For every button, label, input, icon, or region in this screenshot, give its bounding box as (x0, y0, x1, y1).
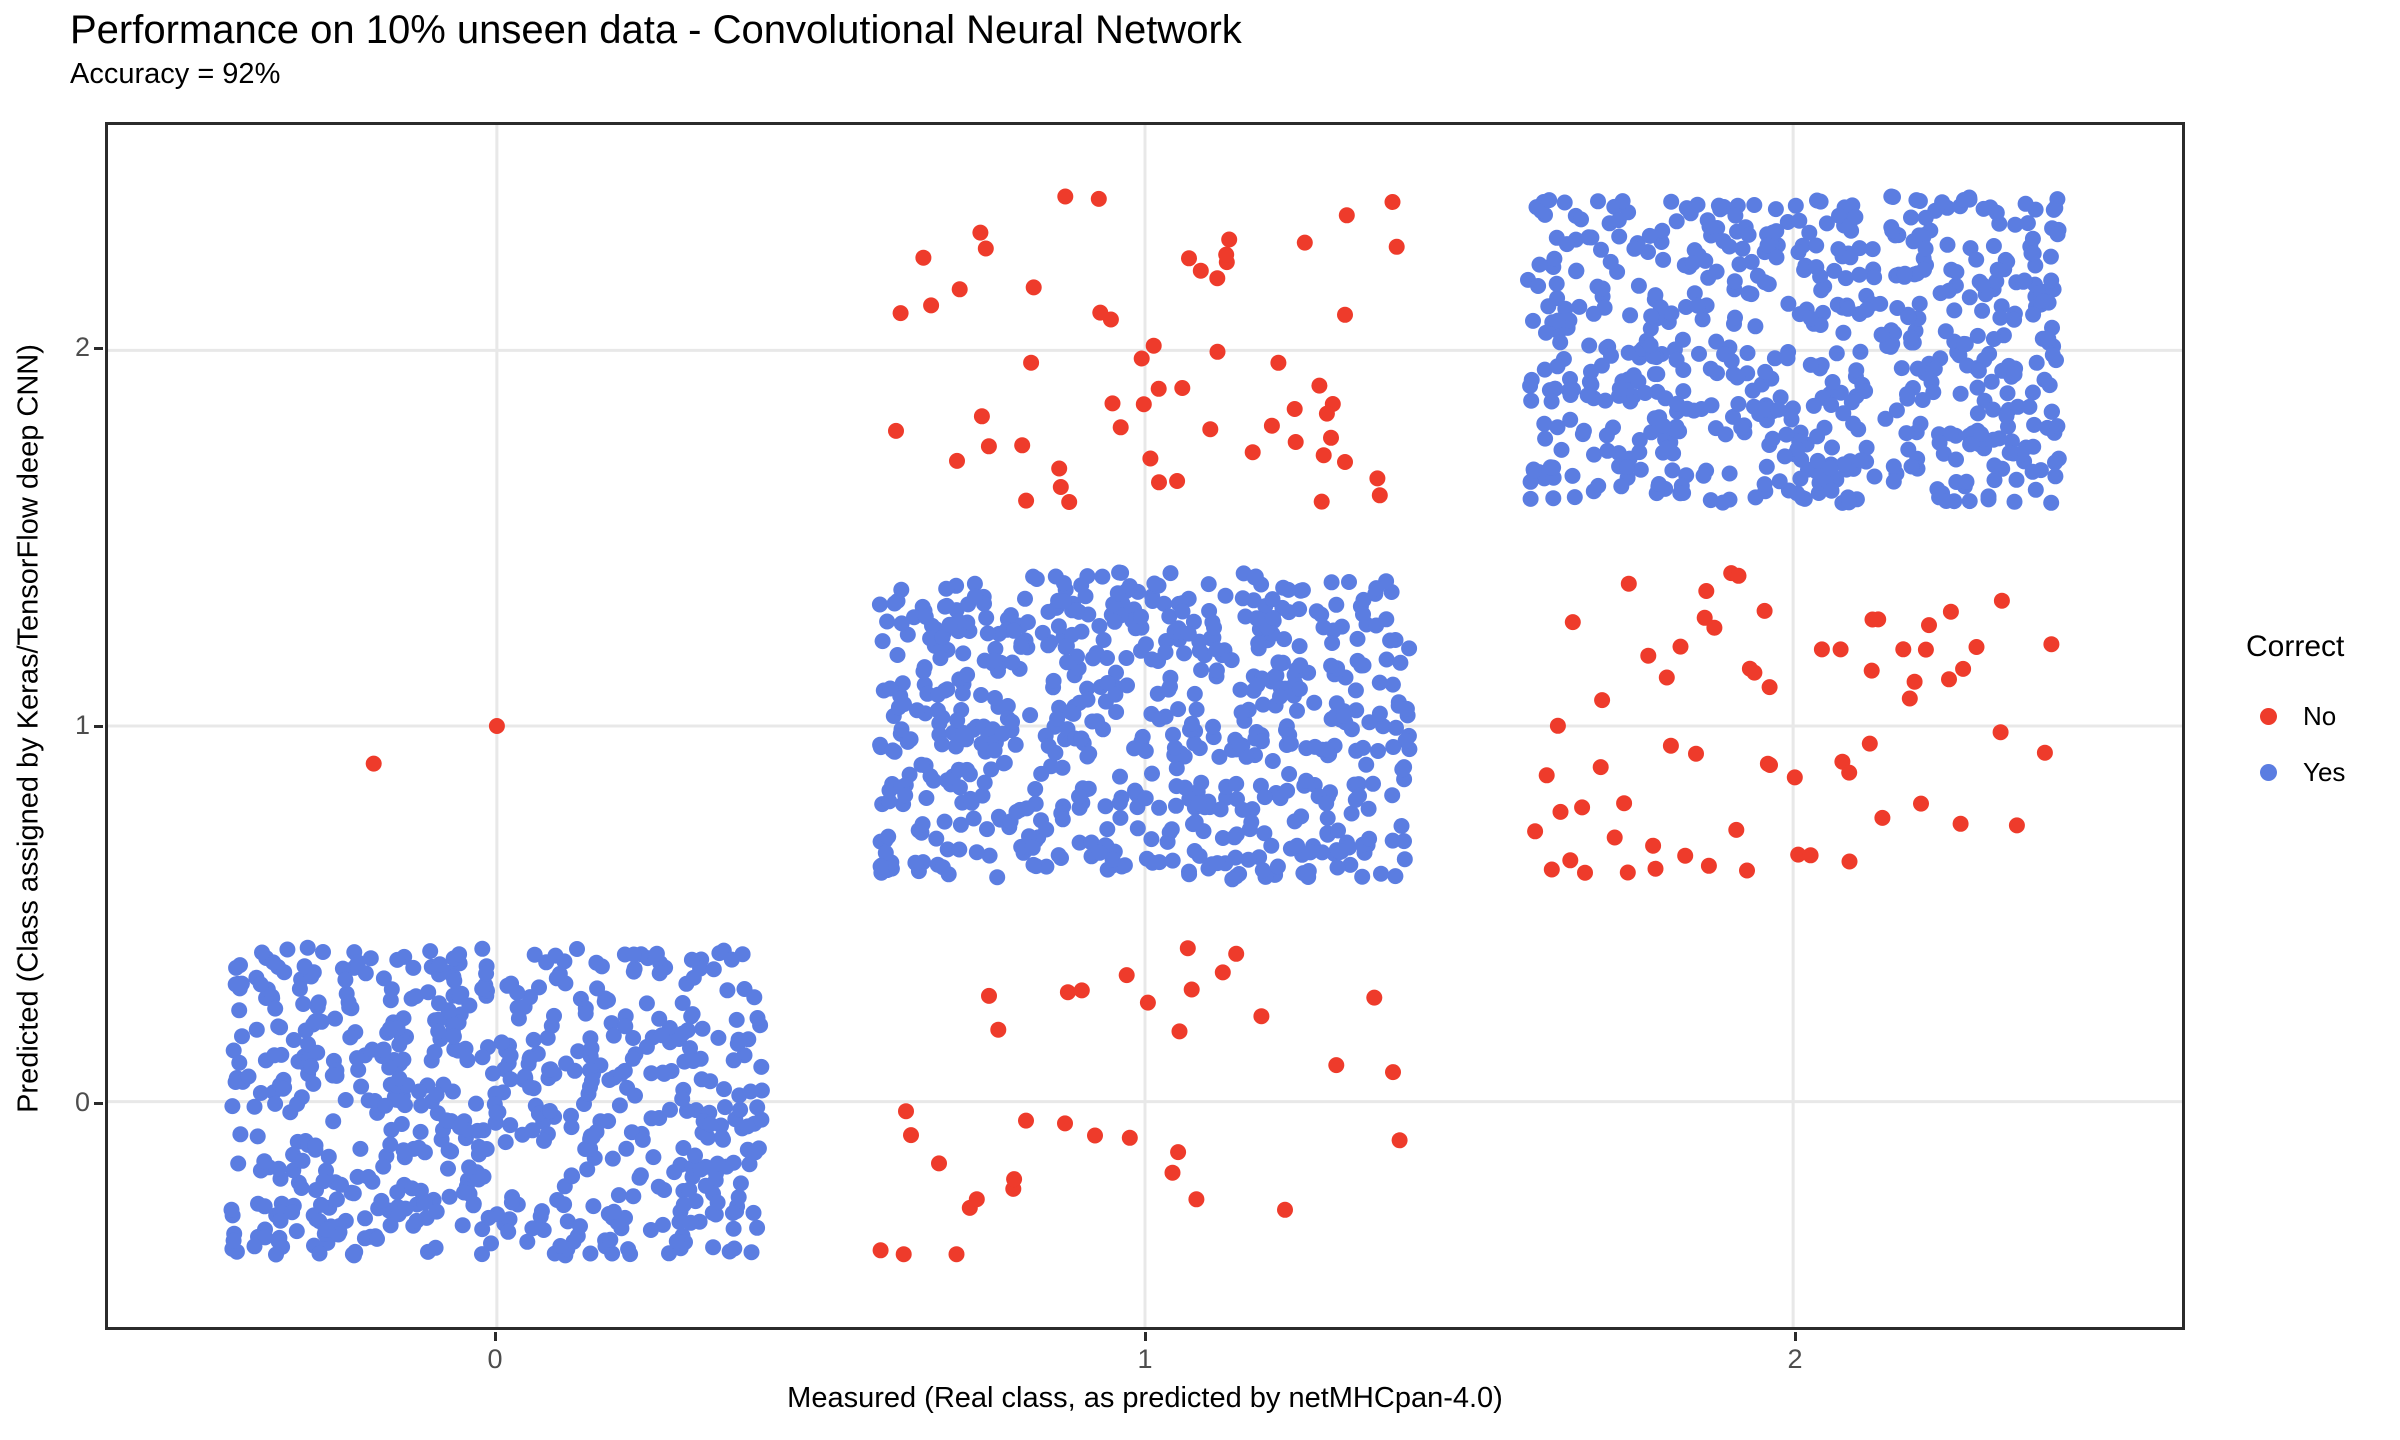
x-tick-mark-2 (1794, 1332, 1797, 1341)
y-axis-tick-label: 2 (74, 332, 90, 362)
chart-subtitle: Accuracy = 92% (70, 58, 281, 90)
y-tick-mark-1 (94, 725, 103, 728)
x-axis-tick-label: 0 (487, 1344, 503, 1374)
y-tick-mark-2 (94, 347, 103, 350)
chart-title: Performance on 10% unseen data - Convolu… (70, 8, 1242, 52)
legend: Correct No Yes (2232, 630, 2400, 800)
x-axis-tick-label: 2 (1787, 1344, 1803, 1374)
legend-yes-dot-icon (2260, 763, 2277, 781)
scatter-points-canvas (108, 125, 2182, 1327)
y-tick-mark-0 (94, 1102, 103, 1105)
legend-item-no: No (2232, 688, 2400, 744)
plot-panel (105, 122, 2185, 1330)
y-axis-title: Predicted (Class assigned by Keras/Tenso… (12, 344, 45, 1113)
legend-item-label: Yes (2303, 756, 2346, 787)
x-tick-mark-0 (494, 1332, 497, 1341)
legend-no-dot-icon (2260, 707, 2277, 725)
y-axis-tick-label: 1 (74, 710, 90, 740)
y-axis-tick-label: 0 (74, 1087, 90, 1117)
x-tick-mark-1 (1144, 1332, 1147, 1341)
x-axis-title: Measured (Real class, as predicted by ne… (787, 1382, 1503, 1414)
x-axis-tick-label: 1 (1137, 1344, 1153, 1374)
legend-item-label: No (2303, 700, 2337, 731)
legend-title: Correct (2246, 630, 2345, 663)
legend-item-yes: Yes (2232, 744, 2400, 800)
